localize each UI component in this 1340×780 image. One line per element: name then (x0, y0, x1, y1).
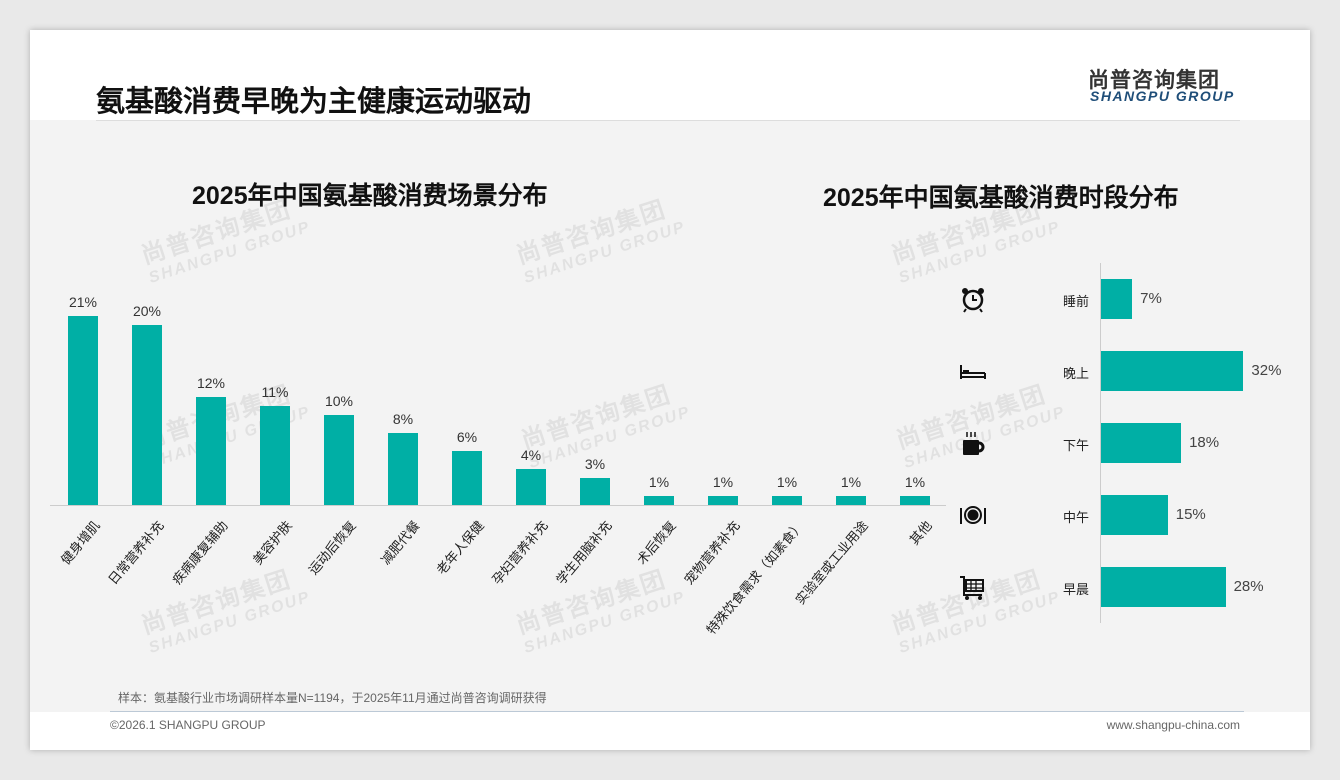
data-label: 21% (68, 294, 98, 310)
logo-cn: 尚普咨询集团 (1088, 69, 1220, 92)
data-label: 8% (392, 411, 414, 427)
bed-icon (958, 356, 988, 386)
bar-运动后恢复 (324, 415, 354, 505)
data-label: 28% (1233, 578, 1264, 595)
data-label: 11% (261, 384, 289, 400)
bar-实验室或工业用途 (836, 496, 866, 505)
data-label: 18% (1189, 434, 1220, 451)
bar-睡前 (1101, 279, 1133, 319)
plate-cutlery-icon (958, 500, 988, 530)
data-label: 1% (840, 474, 862, 490)
bar-老年人保健 (452, 451, 482, 505)
alarm-clock-icon (958, 284, 988, 314)
bar-宠物营养补充 (708, 496, 738, 505)
footer-divider (110, 711, 1244, 712)
data-label: 3% (584, 456, 606, 472)
bar-其他 (900, 496, 930, 505)
category-label: 睡前 (1063, 294, 1090, 309)
bar-学生用脑补充 (580, 478, 610, 505)
bar-日常营养补充 (132, 325, 162, 505)
data-label: 32% (1251, 362, 1282, 379)
data-label: 7% (1140, 290, 1162, 307)
bar-特殊饮食需求（如素食） (772, 496, 802, 505)
data-label: 6% (456, 429, 478, 445)
data-label: 1% (648, 474, 670, 490)
category-label: 下午 (1063, 438, 1090, 453)
bar-早晨 (1101, 567, 1226, 607)
shopping-cart-icon (958, 572, 988, 602)
bar-美容护肤 (260, 406, 290, 505)
logo-en: SHANGPU GROUP (1090, 88, 1235, 104)
data-label: 20% (132, 303, 162, 319)
bar-中午 (1101, 495, 1168, 535)
website-link[interactable]: www.shangpu-china.com (1106, 718, 1240, 732)
coffee-cup-icon (958, 428, 988, 458)
y-axis (1100, 263, 1101, 623)
category-label: 早晨 (1063, 582, 1090, 597)
scene-chart-title: 2025年中国氨基酸消费场景分布 (192, 182, 548, 210)
page-title: 氨基酸消费早晚为主健康运动驱动 (96, 86, 532, 118)
data-label: 15% (1175, 506, 1206, 523)
x-axis (50, 505, 946, 506)
bar-下午 (1101, 423, 1182, 463)
bar-减肥代餐 (388, 433, 418, 505)
copyright: ©2026.1 SHANGPU GROUP (110, 718, 266, 732)
data-label: 1% (712, 474, 734, 490)
bar-晚上 (1101, 351, 1244, 391)
time-chart-title: 2025年中国氨基酸消费时段分布 (823, 184, 1179, 212)
category-label: 晚上 (1063, 366, 1090, 381)
category-label: 中午 (1063, 510, 1090, 525)
data-label: 1% (904, 474, 926, 490)
bar-术后恢复 (644, 496, 674, 505)
bar-疾病康复辅助 (196, 397, 226, 505)
bar-健身增肌 (68, 316, 98, 505)
header-divider (96, 120, 1240, 121)
bar-孕妇营养补充 (516, 469, 546, 505)
data-label: 1% (776, 474, 798, 490)
data-label: 12% (196, 375, 226, 391)
data-label: 10% (324, 393, 354, 409)
data-label: 4% (520, 447, 542, 463)
content-panel (30, 120, 1310, 712)
sample-note: 样本：氨基酸行业市场调研样本量N=1194，于2025年11月通过尚普咨询调研获… (118, 691, 547, 705)
